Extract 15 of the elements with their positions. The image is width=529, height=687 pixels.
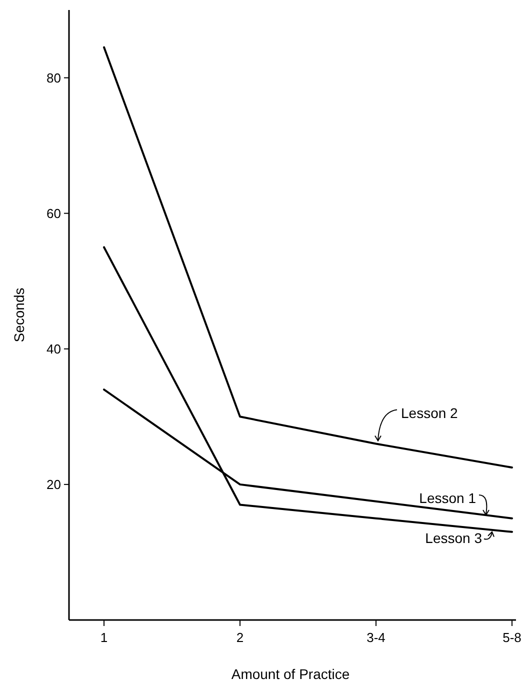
y-tick-label: 20 [46, 476, 61, 492]
annotation: Lesson 3 [425, 530, 482, 546]
annotation: Lesson 1 [419, 490, 476, 506]
y-tick-label: 60 [46, 206, 61, 221]
x-tick-label: 5-8 [502, 630, 522, 645]
x-axis-title: Amount of Practice [231, 666, 350, 682]
line-series [103, 246, 513, 533]
line-series [103, 46, 513, 468]
x-tick-label: 2 [236, 630, 244, 645]
y-tick-label: 40 [46, 341, 61, 356]
y-axis-title: Seconds [11, 288, 27, 342]
x-tick-label: 3-4 [366, 630, 386, 645]
y-tick-label: 80 [46, 70, 61, 86]
x-tick-label: 1 [100, 630, 108, 645]
annotation: Lesson 2 [401, 404, 458, 421]
